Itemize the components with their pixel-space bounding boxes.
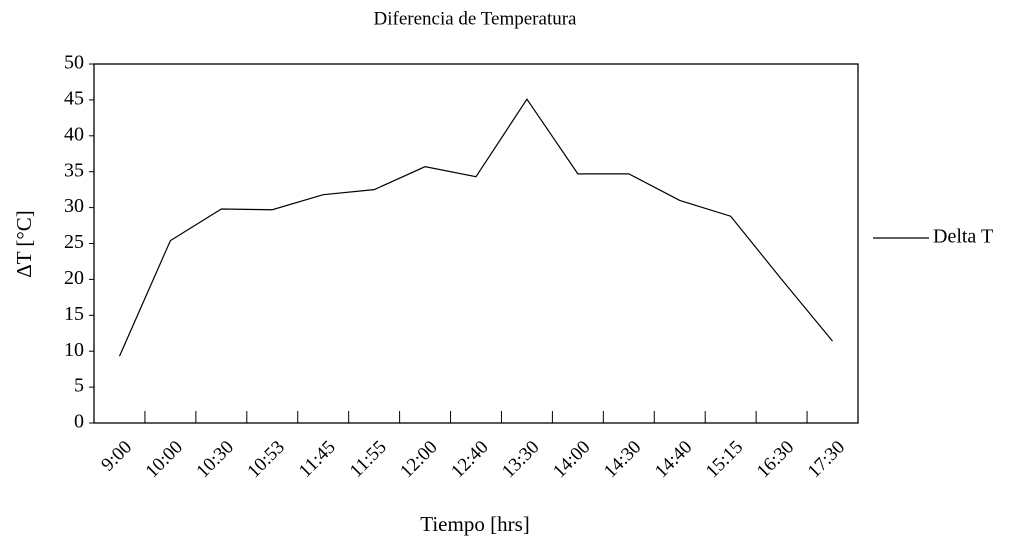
x-tick-label: 15:15 — [702, 437, 747, 482]
y-tick-label: 15 — [64, 303, 84, 325]
y-tick-label: 20 — [64, 267, 84, 289]
legend-label: Delta T — [933, 226, 993, 248]
y-tick-label: 25 — [64, 231, 84, 253]
x-tick-label: 9:00 — [97, 437, 136, 476]
data-line — [118, 98, 833, 357]
y-axis-label: ΔT [°C] — [12, 210, 36, 278]
y-tick-label: 5 — [74, 375, 84, 397]
x-tick-label: 14:00 — [549, 437, 594, 482]
x-tick-label: 16:30 — [753, 437, 798, 482]
y-tick-label: 40 — [64, 123, 84, 145]
x-tick-label: 11:55 — [346, 437, 391, 482]
plot-area — [93, 63, 859, 424]
x-tick-label: 14:40 — [651, 437, 696, 482]
x-tick-label: 17:30 — [804, 437, 849, 482]
y-tick-label: 30 — [64, 195, 84, 217]
x-tick-label: 12:40 — [447, 437, 492, 482]
x-tick-label: 14:30 — [600, 437, 645, 482]
x-tick-label: 12:00 — [396, 437, 441, 482]
x-tick-label: 10:30 — [192, 437, 237, 482]
x-axis-label: Tiempo [hrs] — [420, 512, 529, 536]
y-tick-label: 35 — [64, 159, 84, 181]
x-tick-label: 11:45 — [295, 437, 340, 482]
y-tick-label: 10 — [64, 339, 84, 361]
x-tick-label: 13:30 — [498, 437, 543, 482]
x-tick-label: 10:00 — [142, 437, 187, 482]
y-tick-label: 0 — [74, 411, 84, 433]
x-tick-label: 10:53 — [243, 437, 288, 482]
y-tick-label: 50 — [64, 52, 84, 74]
y-tick-label: 45 — [64, 87, 84, 109]
chart-title: Diferencia de Temperatura — [374, 8, 578, 29]
